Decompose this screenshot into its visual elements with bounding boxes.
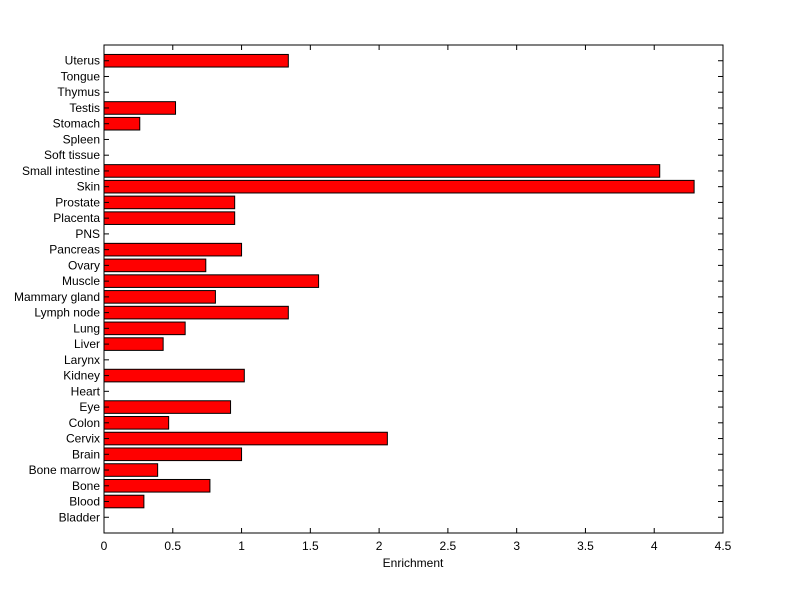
y-tick-label: Tongue [61,69,101,83]
x-tick-label: 4.5 [715,539,732,553]
bar-brain [103,447,243,462]
x-tick-label: 4 [651,539,658,553]
y-tick-label: Bladder [59,510,100,524]
bar-small-intestine [103,164,661,178]
y-tick-label: Bone [72,479,100,493]
bar-blood [103,494,145,509]
y-tick-label: Prostate [55,195,100,209]
bar-ovary [103,258,207,273]
y-tick-label: Liver [74,337,100,351]
bar-liver [103,337,164,351]
y-tick-label: PNS [75,227,100,241]
y-tick-label: Skin [77,180,100,194]
y-tick-label: Testis [69,101,100,115]
bar-prostate [103,195,236,210]
bar-skin [103,179,695,194]
bar-stomach [103,116,141,131]
y-tick-label: Ovary [68,258,100,272]
y-tick-label: Mammary gland [14,290,100,304]
y-tick-label: Uterus [65,54,100,68]
y-tick-label: Blood [69,495,100,509]
bar-placenta [103,211,236,225]
bar-colon [103,416,170,430]
bar-muscle [103,274,320,288]
x-axis: 0 0.5 1 1.5 2 2.5 3 3.5 4 4.5 [101,45,732,553]
y-tick-label: Lung [73,321,100,335]
bar-pancreas [103,242,243,257]
y-tick-label: Eye [79,400,100,414]
x-tick-label: 1.5 [302,539,319,553]
y-tick-label: Cervix [66,432,100,446]
y-tick-label: Soft tissue [44,148,100,162]
x-tick-label: 1 [238,539,245,553]
y-tick-label: Lymph node [34,306,100,320]
x-tick-label: 3.5 [577,539,594,553]
bar-bone [103,478,211,493]
x-tick-label: 2.5 [440,539,457,553]
x-tick-label: 0 [101,539,108,553]
plot-frame [103,44,724,534]
bar-testis [103,101,177,115]
x-tick-label: 0.5 [164,539,181,553]
x-tick-label: 2 [376,539,383,553]
x-axis-label: Enrichment [383,556,444,570]
bar-bone-marrow [103,463,159,477]
y-tick-label: Pancreas [49,243,100,257]
bar-cervix [103,431,388,446]
bar-uterus [103,53,289,68]
y-tick-label: Colon [69,416,100,430]
y-tick-label: Heart [71,384,101,398]
y-tick-label: Spleen [63,132,100,146]
y-tick-label: Thymus [57,85,100,99]
y-tick-label: Brain [72,447,100,461]
y-tick-label: Placenta [53,211,100,225]
bar-eye [103,400,232,414]
y-tick-label: Kidney [63,369,100,383]
x-tick-label: 3 [513,539,520,553]
bar-kidney [103,368,245,383]
y-tick-label: Stomach [53,117,100,131]
y-tick-label: Small intestine [22,164,100,178]
y-tick-label: Muscle [62,274,100,288]
bar-mammary-gland [103,290,216,304]
bar-lung [103,321,186,336]
y-tick-label: Larynx [64,353,100,367]
y-tick-label: Bone marrow [29,463,101,477]
bar-lymph-node [103,305,289,320]
